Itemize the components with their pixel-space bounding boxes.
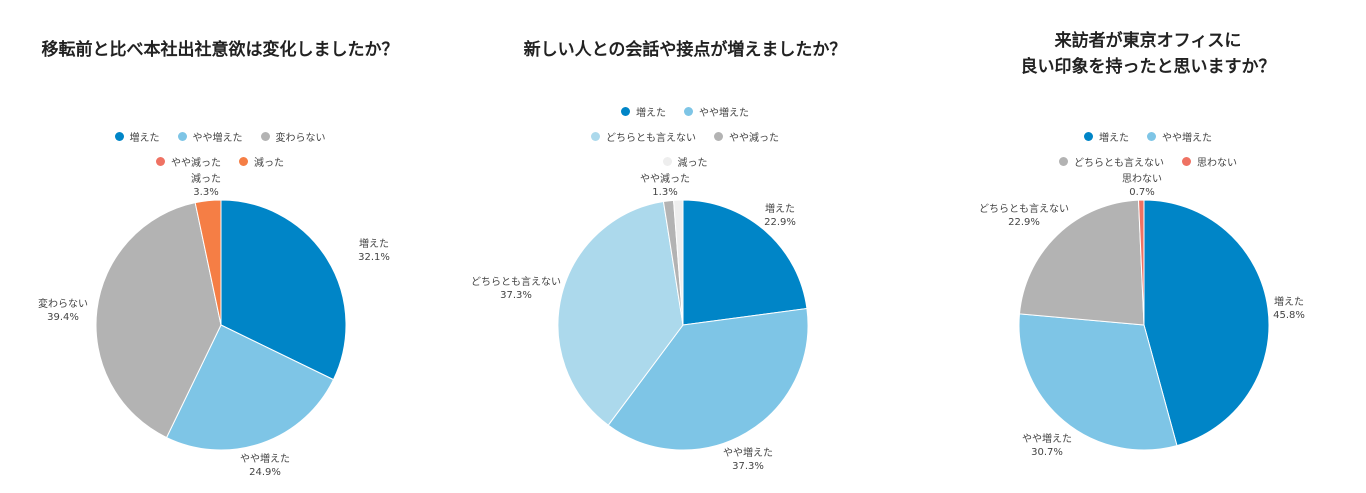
legend-item: どちらとも言えない [591,129,696,144]
pie-slice [673,199,684,326]
legend-label: 思わない [1197,158,1237,169]
pie-slice [607,307,809,451]
legend-item: 増えた [1084,129,1129,144]
chart-title-line-1: 来訪者が東京オフィスに [1054,31,1242,51]
slice-data-label: 増えた 22.9% [764,202,796,228]
chart-title-line: 新しい人との会話や接点が増えましたか？ [523,40,847,60]
legend-label: 増えた [1099,133,1129,144]
chart-panel-3: 来訪者が東京オフィスに 良い印象を持ったと思いますか？ 増えた やや増えたどちらと… [930,0,1366,493]
legend-swatch [260,132,270,141]
pie-slice [682,199,808,326]
legend-swatch [177,132,187,141]
legend-label: どちらとも言えない [1074,158,1164,169]
slice-data-label: やや増えた 30.7% [1022,432,1072,458]
legend-swatch [684,107,693,116]
legend-item: やや減った [156,154,221,169]
legend-swatch [714,132,723,141]
legend-label: 増えた [129,133,160,144]
chart-panel-2: 新しい人との会話や接点が増えましたか？ 増えた やや増えた どちらとも言えない やや減… [455,0,915,493]
legend-label: やや減った [729,133,779,144]
chart-title: 来訪者が東京オフィスに 良い印象を持ったと思いますか？ [930,28,1366,80]
pie-slice [1143,199,1270,447]
legend-label: やや増えた [192,133,243,144]
slice-data-label: 思わない 0.7% [1122,173,1162,198]
legend-item: やや増えた [177,129,243,144]
legend-row: 増えた やや増えた 変わらない [0,129,440,144]
chart-title-line: 移転前と比べ本社出社意欲は変化しましたか？ [41,40,399,60]
legend-item: 減った [239,154,284,169]
legend-label: やや減った [171,158,221,169]
legend-label: やや増えた [1162,133,1212,144]
chart-title-line-2: 良い印象を持ったと思いますか？ [1020,57,1276,77]
slice-data-label: どちらとも言えない 22.9% [979,202,1069,228]
pie-slice [165,324,335,451]
legend-swatch [156,157,165,166]
chart-title: 移転前と比べ本社出社意欲は変化しましたか？ [0,37,440,63]
slice-data-label: やや増えた 37.3% [723,446,773,472]
legend-label: やや増えた [699,108,749,119]
pie-slice [557,200,684,426]
slice-data-label: 増えた 45.8% [1273,295,1305,321]
legend-item: 思わない [1182,154,1237,169]
pie-slice [1018,313,1178,451]
legend-label: 変わらない [275,133,326,144]
slice-data-label: 減った 3.3% [191,172,221,198]
legend-row: どちらとも言えない 思わない [930,154,1366,169]
legend-item: どちらとも言えない [1059,154,1164,169]
legend-swatch [621,107,630,116]
legend-row: やや減った 減った [0,154,440,169]
legend-item: やや増えた [1147,129,1212,144]
legend-swatch [591,132,600,141]
slice-data-label: 変わらない 39.4% [38,297,88,323]
slice-data-label: 増えた 32.1% [358,237,390,263]
legend-swatch [114,132,124,141]
legend-item: 増えた [621,104,666,119]
legend-label: 減った [677,158,708,169]
legend-item: 減った [662,154,708,169]
pie-chart: 増えた 32.1% やや増えた 24.9% 変わらない 39.4% 減った 3.3% [38,172,390,478]
legend-item: やや減った [714,129,779,144]
pie-chart: 増えた 22.9% やや増えた 37.3% どちらとも言えない 37.3% やや減った 1.3… [471,172,809,472]
legend-row: 増えた やや増えた [930,129,1366,144]
legend-item: やや増えた [684,104,749,119]
slice-data-label: やや増えた 24.9% [240,452,290,478]
legend-swatch [1147,132,1156,141]
pie-chart: 増えた 45.8% やや増えた 30.7% どちらとも言えない 22.9% 思わない 0.7% [979,173,1305,458]
legend-swatch [1059,157,1068,166]
legend-label: 増えた [636,108,666,119]
legend-item: 増えた [114,129,160,144]
legend-row: 減った [455,154,915,169]
legend-label: どちらとも言えない [606,133,696,144]
pie-slice [220,199,347,381]
legend-row: どちらとも言えない やや減った [455,129,915,144]
legend-row: 増えた やや増えた [455,104,915,119]
legend-swatch [1084,132,1093,141]
legend-swatch [1182,157,1191,166]
slice-data-label: やや減った 1.3% [640,172,690,198]
chart-title: 新しい人との会話や接点が増えましたか？ [455,37,915,63]
legend-item: 変わらない [260,129,326,144]
pie-slice [1018,199,1145,326]
legend-swatch [239,157,248,166]
pie-slice [1137,199,1145,326]
chart-panel-1: 移転前と比べ本社出社意欲は変化しましたか？ 増えた やや増えた 変わらないやや減った… [0,0,440,493]
legend-label: 減った [254,158,284,169]
slice-data-label: どちらとも言えない 37.3% [471,275,561,301]
pie-slice [194,199,222,326]
legend-swatch [662,157,672,166]
pie-slice [95,202,222,439]
